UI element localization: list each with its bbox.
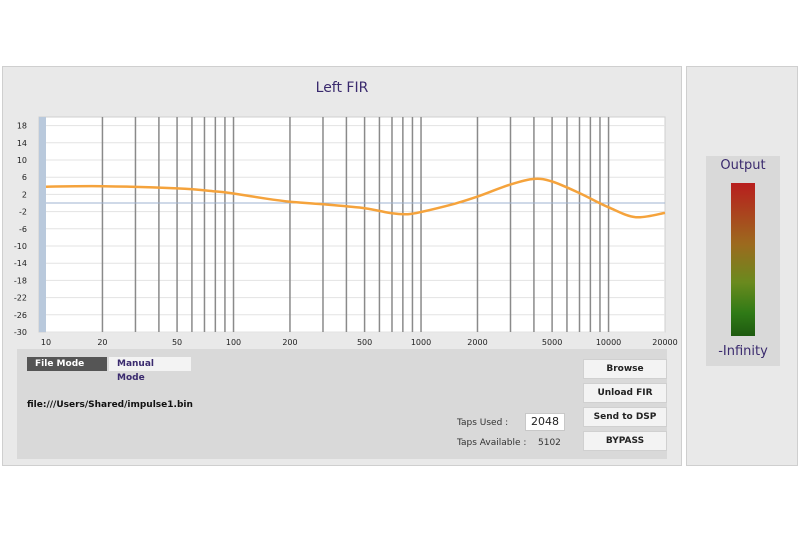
x-tick-label: 500	[357, 338, 372, 347]
taps-used-field[interactable]: 2048	[525, 413, 565, 431]
plot-area	[38, 116, 666, 333]
output-meter-label: Output	[720, 158, 766, 173]
x-tick-label: 100	[226, 338, 241, 347]
y-tick-label: 14	[17, 139, 27, 148]
y-tick-label: 18	[17, 122, 27, 131]
taps-available-label: Taps Available :	[457, 438, 527, 448]
x-tick-label: 20	[97, 338, 107, 347]
chart-title: Left FIR	[315, 80, 369, 96]
taps-used-label: Taps Used :	[457, 418, 509, 428]
x-tick-label: 2000	[467, 338, 487, 347]
taps-available-value: 5102	[538, 438, 561, 448]
plot-left-strip	[39, 117, 46, 332]
y-tick-label: 2	[22, 190, 27, 199]
x-tick-label: 10000	[596, 338, 621, 347]
x-tick-label: 50	[172, 338, 182, 347]
output-level-value: -Infinity	[718, 344, 768, 359]
file-path: file:///Users/Shared/impulse1.bin	[27, 400, 193, 410]
unload-fir-button[interactable]: Unload FIR	[583, 383, 667, 403]
y-tick-label: -30	[14, 328, 27, 337]
y-tick-label: -10	[14, 242, 27, 251]
y-tick-label: -2	[19, 208, 27, 217]
fir-controls-area: File Mode Manual Mode file:///Users/Shar…	[17, 349, 667, 459]
y-tick-label: -26	[14, 311, 27, 320]
output-meter: Output -Infinity	[706, 156, 780, 366]
file-mode-button[interactable]: File Mode	[27, 357, 107, 371]
y-tick-label: -6	[19, 225, 27, 234]
y-tick-label: 10	[17, 156, 27, 165]
y-tick-label: -14	[14, 259, 27, 268]
x-tick-label: 20000	[652, 338, 677, 347]
x-tick-label: 5000	[542, 338, 562, 347]
x-tick-label: 1000	[411, 338, 431, 347]
send-to-dsp-button[interactable]: Send to DSP	[583, 407, 667, 427]
y-tick-label: 6	[22, 173, 27, 182]
browse-button[interactable]: Browse	[583, 359, 667, 379]
x-tick-label: 200	[282, 338, 297, 347]
output-level-bar	[731, 183, 755, 336]
bypass-button[interactable]: BYPASS	[583, 431, 667, 451]
fir-response-curve	[45, 177, 666, 219]
y-tick-label: -18	[14, 276, 27, 285]
x-tick-label: 10	[41, 338, 51, 347]
manual-mode-button[interactable]: Manual Mode	[109, 357, 191, 383]
fir-response-chart[interactable]: 18 14 10 6 2 -2 -6 -10 -14 -18 -22 -26 -30 10 20 50 100…	[3, 67, 683, 357]
fir-panel: Left FIR 18 14 10 6 2 -2 -6 -10 -14 -18 -22 -26 -30 …	[2, 66, 682, 466]
y-tick-label: -22	[14, 294, 27, 303]
